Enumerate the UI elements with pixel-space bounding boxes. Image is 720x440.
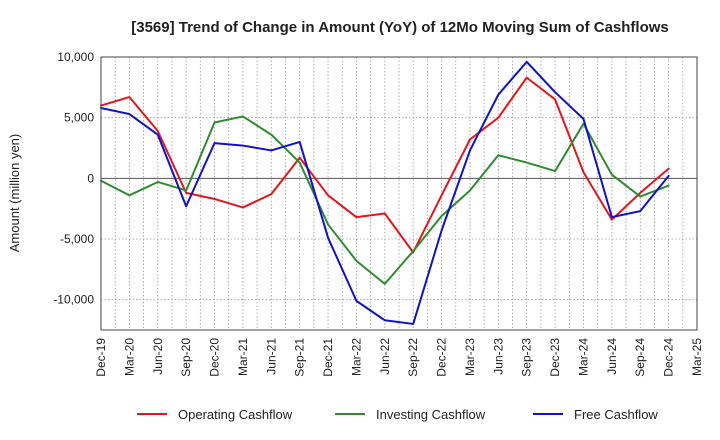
- x-tick-label: Sep-21: [293, 338, 307, 377]
- series-layer: [100, 60, 670, 325]
- x-tick-label: Sep-22: [406, 338, 420, 377]
- x-tick-label: Mar-20: [122, 338, 136, 376]
- grid-layer: [101, 56, 697, 330]
- x-tick-label: Jun-22: [378, 338, 392, 375]
- x-tick-label: Jun-21: [264, 338, 278, 375]
- y-tick-label: 5,000: [64, 111, 94, 125]
- x-tick-label: Dec-21: [321, 338, 335, 377]
- x-tick-label: Dec-23: [548, 338, 562, 377]
- series-line-investing-cashflow: [100, 115, 670, 285]
- legend: Operating Cashflow Investing Cashflow Free…: [137, 407, 658, 422]
- x-tick-label: Dec-22: [435, 338, 449, 377]
- x-tick-label: Mar-25: [690, 338, 704, 376]
- legend-label: Investing Cashflow: [376, 407, 486, 422]
- y-tick-label: -10,000: [53, 293, 94, 307]
- x-tick-label: Jun-24: [605, 338, 619, 375]
- y-tick-label: 0: [87, 171, 94, 185]
- x-tick-labels: Dec-19 Mar-20 Jun-20 Sep-20 Dec-20 Mar-21 Jun-…: [94, 338, 704, 377]
- plot-border: [100, 56, 698, 331]
- x-tick-label: Mar-23: [463, 338, 477, 376]
- y-tick-label: 10,000: [57, 50, 94, 64]
- x-tick-label: Mar-21: [236, 338, 250, 376]
- x-tick-label: Dec-20: [208, 338, 222, 377]
- x-tick-label: Jun-20: [151, 338, 165, 375]
- x-tick-label: Sep-23: [520, 338, 534, 377]
- x-tick-label: Dec-19: [94, 338, 108, 377]
- series-line-operating-cashflow: [100, 76, 670, 254]
- x-tick-label: Mar-24: [576, 338, 590, 376]
- y-tick-label: -5,000: [60, 232, 94, 246]
- x-tick-label: Mar-22: [349, 338, 363, 376]
- x-tick-label: Jun-23: [491, 338, 505, 375]
- x-tick-label: Sep-20: [179, 338, 193, 377]
- x-tick-label: Dec-24: [662, 338, 676, 377]
- chart-title: [3569] Trend of Change in Amount (YoY) o…: [131, 19, 669, 36]
- legend-label: Free Cashflow: [574, 407, 658, 422]
- y-tick-labels: 10,000 5,000 0 -5,000 -10,000: [53, 50, 94, 307]
- plot-area: [100, 56, 698, 331]
- legend-label: Operating Cashflow: [178, 407, 293, 422]
- series-line-free-cashflow: [100, 60, 670, 325]
- y-axis-label: Amount (million yen): [7, 134, 22, 253]
- x-tick-label: Sep-24: [633, 338, 647, 377]
